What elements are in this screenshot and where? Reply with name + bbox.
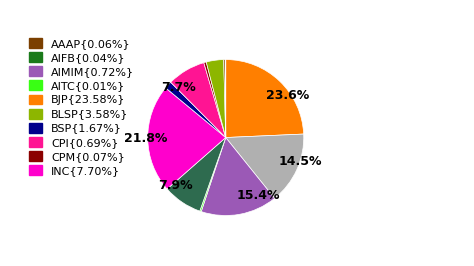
Text: 14.5%: 14.5%: [279, 155, 322, 168]
Wedge shape: [201, 138, 274, 215]
Text: 23.6%: 23.6%: [266, 89, 310, 102]
Wedge shape: [171, 63, 226, 138]
Wedge shape: [226, 134, 304, 198]
Wedge shape: [204, 62, 226, 138]
Wedge shape: [165, 82, 226, 138]
Text: 15.4%: 15.4%: [236, 189, 280, 202]
Wedge shape: [225, 60, 226, 138]
Wedge shape: [200, 138, 226, 211]
Text: 21.8%: 21.8%: [124, 132, 167, 145]
Wedge shape: [224, 60, 226, 138]
Wedge shape: [206, 60, 226, 138]
Text: 7.7%: 7.7%: [161, 81, 196, 94]
Wedge shape: [226, 60, 304, 138]
Legend: AAAP{0.06%}, AIFB{0.04%}, AIMIM{0.72%}, AITC{0.01%}, BJP{23.58%}, BLSP{3.58%}, B: AAAP{0.06%}, AIFB{0.04%}, AIMIM{0.72%}, …: [27, 36, 137, 178]
Wedge shape: [148, 88, 226, 189]
Wedge shape: [167, 138, 226, 211]
Text: 7.9%: 7.9%: [158, 180, 193, 193]
